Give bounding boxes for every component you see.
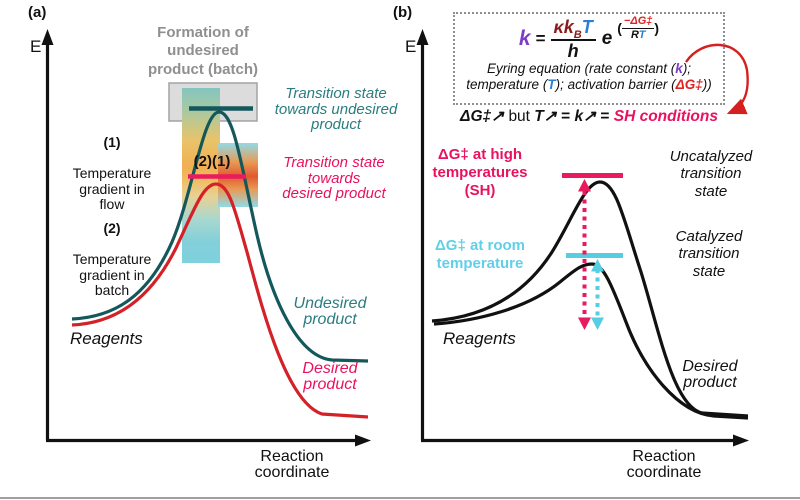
- gas-constant-symbol: R: [630, 28, 639, 41]
- exponent: ( −ΔG‡ RT ): [617, 15, 659, 40]
- undesired-product-label: Undesired product: [293, 295, 367, 329]
- caption-text: )): [702, 76, 712, 92]
- uncatalyzed-curve: [431, 180, 749, 418]
- flow-gradient-label: (1) Temperature gradient in flow: [73, 120, 152, 228]
- x-axis-arrowhead-b: [733, 434, 749, 447]
- undesired-pathway-curve: [71, 110, 369, 363]
- caption-dG: ΔG‡: [675, 76, 703, 92]
- caption-text: Eyring equation (rate constant (: [486, 61, 676, 76]
- x-axis-arrowhead-a: [355, 434, 371, 447]
- equals: =: [556, 108, 575, 125]
- caption-T: T: [547, 76, 556, 92]
- room-temp-arrowhead-up: [591, 259, 604, 272]
- dg-room-temp-label: ΔG‡ at room temperature: [435, 237, 525, 272]
- eyring-caption-line1: Eyring equation (rate constant (k);: [487, 61, 691, 77]
- energy-axis-label-b: E: [405, 37, 417, 56]
- dg-up: ΔG‡↗: [460, 108, 505, 125]
- paren-close: ): [654, 20, 660, 36]
- caption-k: k: [675, 61, 683, 76]
- desired-product-label-a: Desired product: [302, 360, 358, 394]
- room-temp-arrowhead-down: [591, 317, 604, 330]
- equals: =: [596, 108, 614, 125]
- caption-text: temperature (: [466, 76, 548, 92]
- reagents-label-b: Reagents: [443, 329, 516, 348]
- figure-bottom-rule: [0, 497, 800, 499]
- exponent-fraction: −ΔG‡ RT: [621, 15, 655, 41]
- flow-gradient-number: (1): [103, 134, 121, 151]
- reagents-label-a: Reagents: [70, 329, 143, 348]
- rate-constant-symbol: k: [518, 27, 531, 50]
- equals-sign: =: [535, 29, 546, 48]
- temperature-symbol-den: T: [638, 28, 646, 41]
- catalyzed-ts-label: Catalyzed transition state: [675, 228, 743, 280]
- energy-axis-label-a: E: [30, 37, 42, 56]
- planck-symbol: h: [567, 40, 579, 61]
- conditions-text: conditions: [635, 108, 718, 125]
- uncatalyzed-ts-label: Uncatalyzed transition state: [669, 148, 753, 200]
- caption-text: ); activation barrier (: [555, 76, 676, 92]
- temperature-symbol-num: T: [581, 16, 593, 37]
- exp-e: e: [601, 28, 613, 49]
- dg-high-temp-label: ΔG‡ at high temperatures (SH): [432, 146, 528, 199]
- high-temp-arrowhead-up: [578, 179, 591, 192]
- desired-product-label-b: Desired product: [682, 358, 738, 392]
- caption-text: );: [682, 61, 692, 76]
- y-axis-arrowhead-b: [416, 29, 429, 45]
- ts-overlay-numbers: (2)(1): [193, 153, 231, 170]
- neg-activation-barrier: −ΔG‡: [621, 15, 655, 29]
- but-text: but: [504, 108, 535, 125]
- ts-desired-label: Transition state towards desired product: [282, 154, 386, 203]
- panel-a-tag: (a): [28, 4, 47, 21]
- sh-abbrev: SH: [613, 108, 636, 125]
- eyring-fraction: κk B T h: [550, 16, 596, 62]
- kb-subscript: B: [573, 28, 582, 41]
- k-up: k↗: [574, 108, 597, 125]
- x-axis-label-b: Reaction coordinate: [626, 448, 702, 481]
- flow-gradient-text: Temperature gradient in flow: [72, 165, 152, 212]
- kappa-kb: κk: [553, 16, 574, 37]
- eyring-equation-box: k = κk B T h e ( −ΔG‡ RT ) Eyring equation…: [453, 12, 725, 105]
- formation-undesired-title: Formation of undesired product (batch): [148, 24, 258, 78]
- T-up: T↗: [534, 108, 557, 125]
- sh-conditions-line: ΔG‡↗ but T↗ = k↗ = SH conditions: [460, 108, 718, 125]
- panel-b-tag: (b): [393, 4, 413, 21]
- equation-to-sh-arrow: [685, 43, 749, 115]
- paren-open: (: [617, 20, 622, 36]
- x-axis-label-a: Reaction coordinate: [254, 448, 330, 481]
- catalyzed-curve: [433, 262, 749, 420]
- eyring-equation: k = κk B T h e ( −ΔG‡ RT ): [518, 15, 659, 62]
- batch-gradient-label: (2) Temperature gradient in batch: [73, 206, 152, 314]
- batch-gradient-number: (2): [103, 220, 121, 237]
- desired-pathway-curve: [71, 182, 369, 419]
- high-temp-arrowhead-down: [578, 317, 591, 330]
- batch-gradient-text: Temperature gradient in batch: [72, 251, 152, 298]
- eyring-caption-line2: temperature (T); activation barrier (ΔG‡…: [466, 77, 711, 93]
- ts-undesired-label: Transition state towards undesired produ…: [274, 85, 398, 134]
- y-axis-arrowhead-a: [41, 29, 54, 45]
